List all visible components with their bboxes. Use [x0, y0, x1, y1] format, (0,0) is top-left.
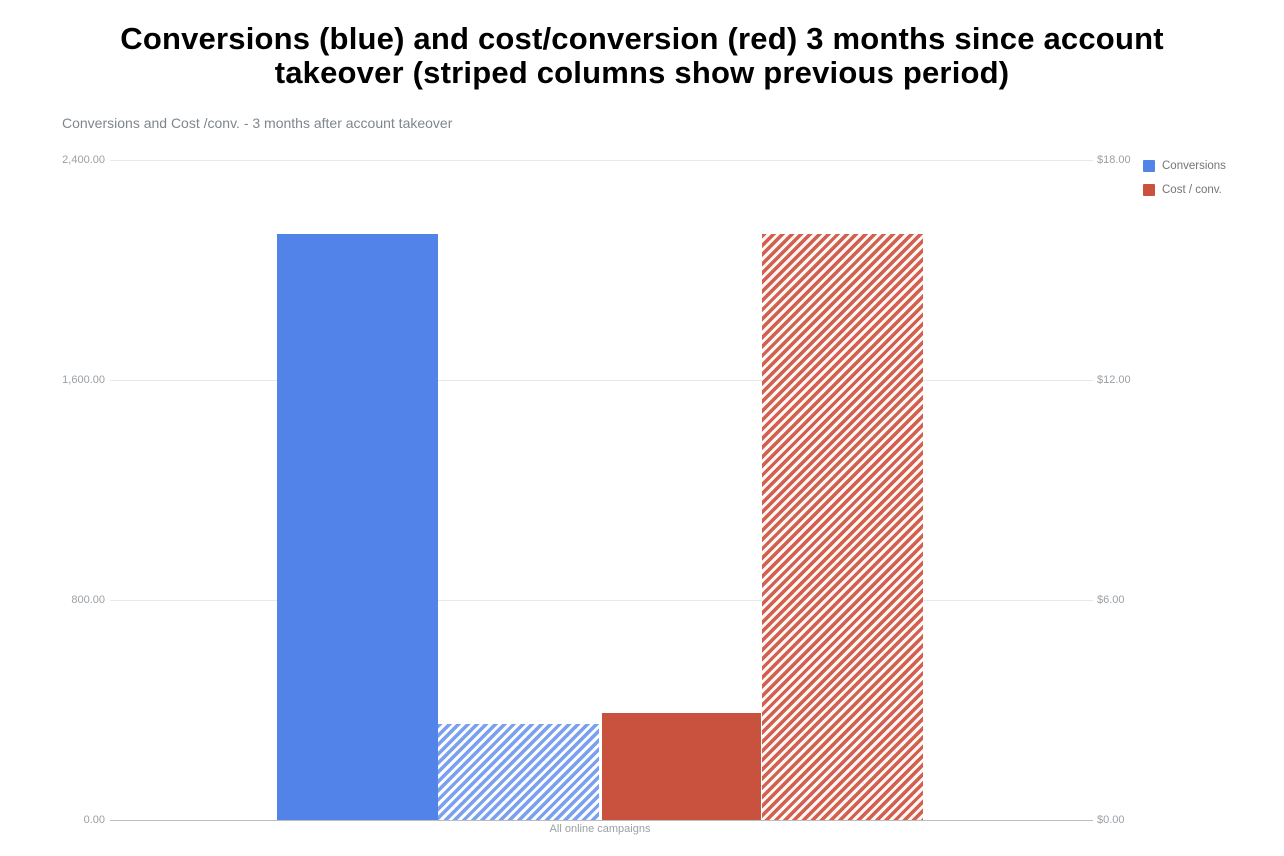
page-title: Conversions (blue) and cost/conversion (…: [62, 22, 1222, 90]
legend-label-conversions: Conversions: [1162, 160, 1226, 172]
gridline: [110, 160, 1093, 161]
bar-conversions-previous-period: [438, 723, 599, 820]
chart-legend: Conversions Cost / conv.: [1143, 156, 1226, 204]
legend-item-cost-per-conv: Cost / conv.: [1143, 180, 1226, 200]
legend-item-conversions: Conversions: [1143, 156, 1226, 176]
page-title-line-1: Conversions (blue) and cost/conversion (…: [120, 21, 1164, 56]
page-title-line-2: takeover (striped columns show previous …: [274, 55, 1010, 90]
legend-swatch-conversions: [1143, 160, 1155, 172]
left-axis-tick-label: 0.00: [83, 814, 105, 826]
right-axis-tick-label: $18.00: [1097, 154, 1131, 166]
right-axis-tick-label: $0.00: [1097, 814, 1125, 826]
bar-cost-per-conversion-current: [602, 712, 761, 820]
chart-subtitle: Conversions and Cost /conv. - 3 months a…: [62, 115, 453, 131]
left-axis-tick-label: 800.00: [71, 594, 105, 606]
right-axis-tick-label: $12.00: [1097, 374, 1131, 386]
gridline: [110, 600, 1093, 601]
left-axis-tick-label: 2,400.00: [62, 154, 105, 166]
gridline: [110, 380, 1093, 381]
bar-cost-per-conversion-previous-period: [762, 234, 923, 820]
right-axis-tick-label: $6.00: [1097, 594, 1125, 606]
legend-swatch-cost-per-conv: [1143, 184, 1155, 196]
x-axis-category-label: All online campaigns: [549, 823, 651, 835]
bar-conversions-current: [277, 234, 438, 820]
legend-label-cost-per-conv: Cost / conv.: [1162, 184, 1222, 196]
gridline: [110, 820, 1093, 821]
left-axis-tick-label: 1,600.00: [62, 374, 105, 386]
